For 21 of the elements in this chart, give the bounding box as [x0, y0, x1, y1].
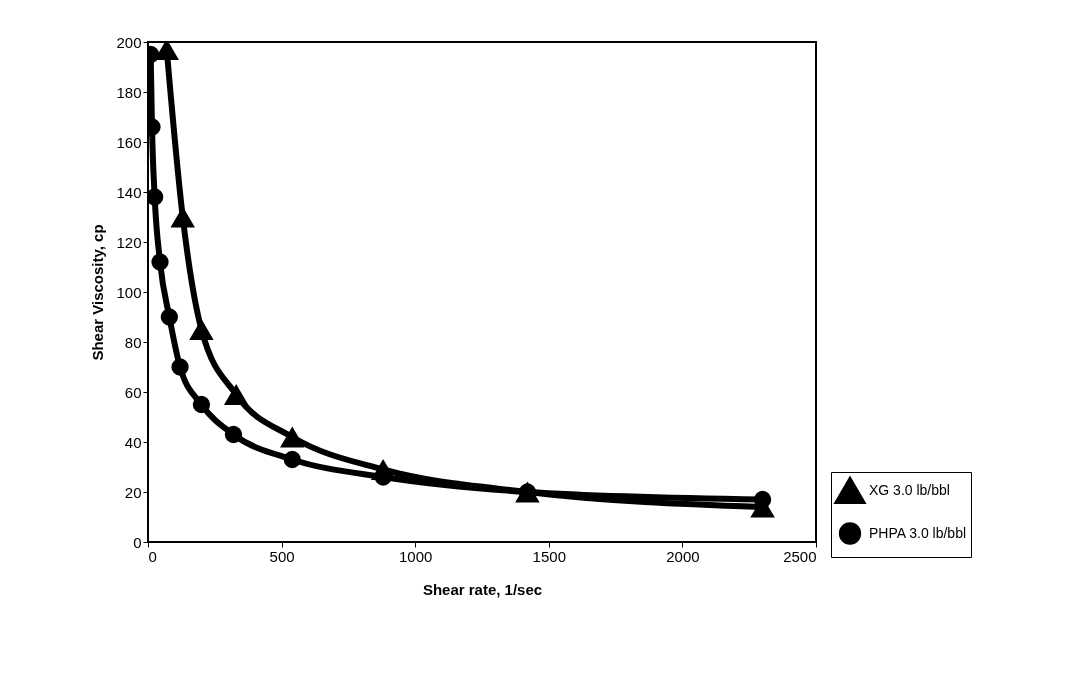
y-tick-label: 140 [116, 183, 142, 201]
x-tick-label: 2000 [666, 547, 700, 565]
y-tick-label: 40 [124, 433, 142, 451]
x-tick-label: 1500 [532, 547, 566, 565]
legend-label: XG 3.0 lb/bbl [869, 482, 950, 498]
y-axis-title: Shear Viscosity, cp [89, 224, 107, 361]
y-tick-label: 180 [116, 83, 142, 101]
y-tick-label: 200 [116, 33, 142, 51]
y-tick-label: 100 [116, 283, 142, 301]
y-tick-label: 80 [124, 333, 142, 351]
y-tick-label: 0 [133, 533, 142, 551]
x-tick-label: 500 [269, 547, 295, 565]
x-tick-label: 1000 [399, 547, 433, 565]
x-tick-label: 0 [148, 547, 157, 565]
x-axis-title: Shear rate, 1/sec [422, 580, 543, 598]
y-tick-label: 20 [124, 483, 142, 501]
legend-label: PHPA 3.0 lb/bbl [869, 524, 967, 541]
y-tick-label: 120 [116, 233, 142, 251]
y-tick-label: 60 [124, 383, 142, 401]
x-tick-label: 2500 [783, 547, 817, 565]
y-tick-label: 160 [116, 133, 142, 151]
